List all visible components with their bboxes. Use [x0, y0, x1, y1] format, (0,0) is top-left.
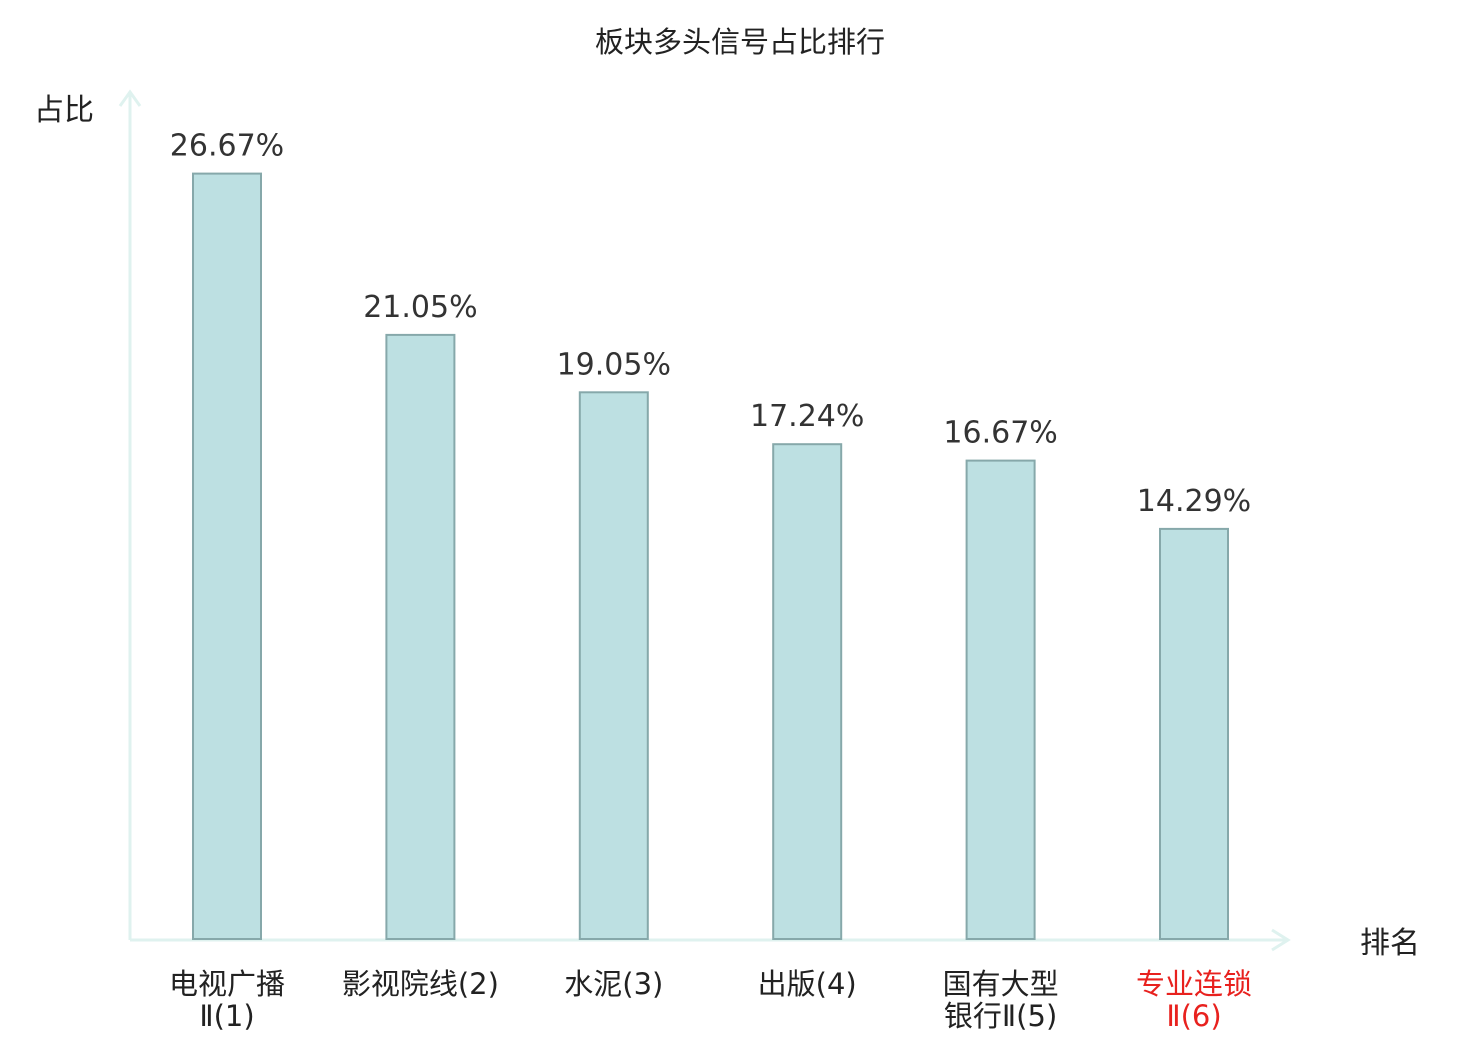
category-label-6-line-1: 专业连锁 [1136, 967, 1252, 1001]
category-label-2: 影视院线(2) [342, 967, 499, 1001]
x-axis [130, 928, 1291, 952]
bar-5 [965, 459, 1036, 940]
chart-title: 板块多头信号占比排行 [595, 25, 885, 59]
category-label-1-line-1: 电视广播 [169, 967, 285, 1001]
category-label-5-line-2: 银行Ⅱ(5) [944, 999, 1057, 1033]
value-label-2: 21.05% [363, 290, 477, 325]
bar-1 [192, 172, 262, 941]
category-label-5-line-1: 国有大型 [943, 967, 1059, 1001]
value-label-4: 17.24% [750, 399, 864, 434]
x-axis-label: 排名 [1360, 926, 1420, 961]
x-axis-arrow [1271, 928, 1291, 952]
y-axis-label: 占比 [34, 93, 94, 128]
bar-4 [772, 443, 843, 940]
category-label-4: 出版(4) [758, 967, 857, 1001]
y-axis-arrow [118, 89, 142, 107]
bar-3 [578, 391, 649, 940]
bar-6 [1159, 527, 1229, 941]
category-label-3: 水泥(3) [564, 967, 663, 1001]
y-axis [118, 89, 142, 940]
value-label-1: 26.67% [170, 129, 284, 164]
value-label-5: 16.67% [943, 416, 1057, 451]
category-label-1-line-2: Ⅱ(1) [199, 999, 254, 1033]
value-label-3: 19.05% [557, 347, 671, 382]
category-label-6-line-2: Ⅱ(6) [1166, 999, 1221, 1033]
value-label-6: 14.29% [1137, 484, 1251, 519]
bar-2 [385, 333, 456, 940]
